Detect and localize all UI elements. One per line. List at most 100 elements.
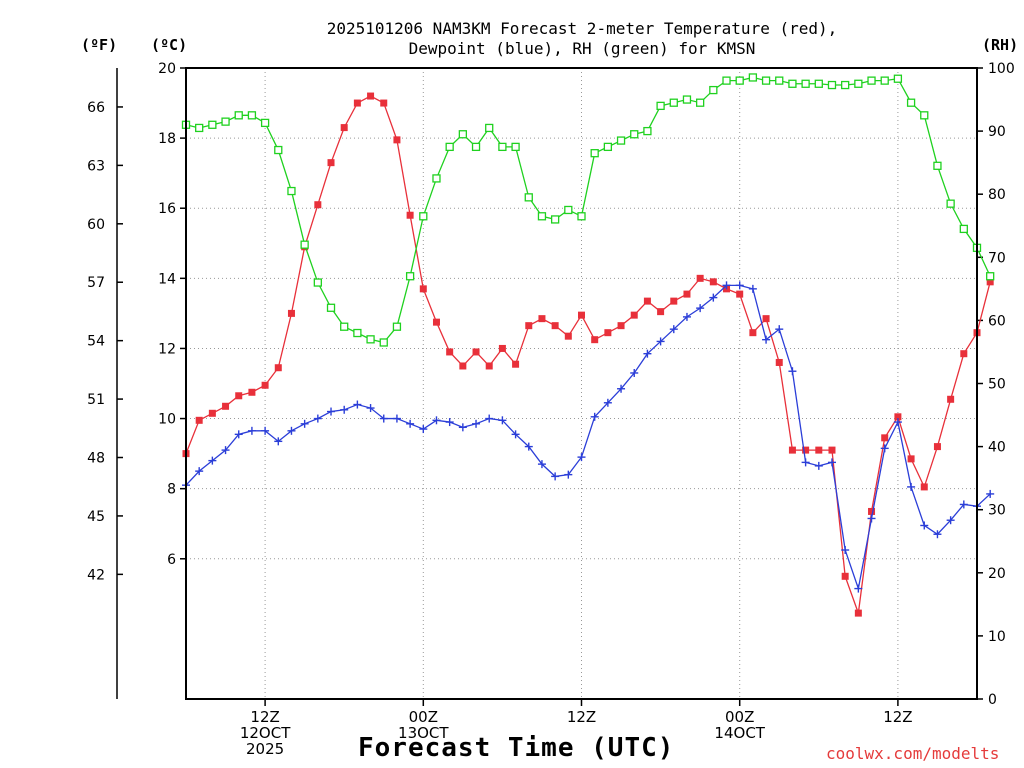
dewpoint-point — [801, 458, 810, 467]
temperature-point — [960, 350, 968, 358]
dewpoint-point — [577, 453, 586, 462]
temperature-point — [815, 446, 823, 454]
celsius-tick-label: 10 — [158, 412, 176, 428]
temperature-point — [340, 124, 348, 132]
temperature-point — [696, 274, 704, 282]
x-tick-label: 12Z — [250, 708, 279, 726]
x-tick-label: 00Z — [725, 708, 754, 726]
rh-tick-label: 60 — [988, 313, 1006, 329]
rh-unit-label: (RH) — [982, 36, 1019, 54]
temperature-point — [222, 402, 230, 410]
rh-point — [221, 117, 230, 126]
fahrenheit-tick-label: 66 — [87, 100, 105, 116]
rh-point — [867, 76, 876, 85]
dewpoint-point — [643, 349, 652, 358]
temperature-point — [802, 446, 810, 454]
rh-point — [630, 130, 639, 139]
dewpoint-point — [880, 444, 889, 453]
dewpoint-point — [340, 405, 349, 414]
dewpoint-point — [247, 426, 256, 435]
rh-point — [893, 74, 903, 83]
rh-tick-label: 100 — [988, 61, 1015, 77]
rh-tick-label: 40 — [988, 440, 1006, 456]
dewpoint-point — [564, 470, 573, 479]
rh-point — [920, 111, 929, 120]
dewpoint-point — [735, 281, 744, 290]
dewpoint-point — [603, 398, 612, 407]
x-axis-label: Forecast Time (UTC) — [358, 733, 675, 763]
temperature-point — [736, 290, 744, 298]
rh-point — [524, 193, 533, 202]
rh-tick-label: 90 — [988, 124, 1006, 140]
temperature-point — [868, 507, 876, 515]
credit-link[interactable]: coolwx.com/modelts — [826, 744, 1000, 763]
rh-point — [445, 142, 454, 152]
rh-tick-label: 20 — [988, 566, 1006, 582]
temperature-line — [185, 95, 991, 614]
rh-point — [485, 123, 494, 133]
temperature-point — [564, 332, 572, 340]
temperature-point — [367, 92, 375, 100]
rh-point — [405, 272, 415, 281]
rh-point — [419, 212, 428, 221]
rh-point — [775, 76, 784, 85]
dewpoint-point — [313, 414, 322, 423]
dewpoint-point — [419, 425, 428, 434]
temperature-point — [287, 309, 295, 317]
rh-point — [854, 79, 863, 88]
temperature-point — [446, 348, 454, 356]
rh-point — [274, 145, 283, 155]
dewpoint-point — [392, 414, 401, 423]
rh-point — [498, 142, 507, 152]
dewpoint-point — [775, 325, 784, 334]
dewpoint-point — [287, 426, 296, 435]
rh-point — [959, 224, 968, 234]
dewpoint-point — [221, 446, 230, 455]
rh-point — [788, 79, 797, 88]
temperature-point — [208, 409, 216, 417]
rh-point — [564, 205, 573, 215]
rh-point — [550, 215, 560, 224]
temperature-point — [920, 483, 928, 491]
dewpoint-point — [709, 293, 718, 302]
dewpoint-point — [208, 456, 217, 465]
celsius-tick-label: 6 — [167, 552, 176, 568]
temperature-point — [630, 311, 638, 319]
chart-title: 2025101206 NAM3KM Forecast 2-meter Tempe… — [326, 19, 838, 38]
rh-point — [696, 98, 705, 107]
dewpoint-point — [682, 312, 691, 321]
dewpoint-point — [353, 400, 362, 409]
rh-point — [340, 322, 349, 331]
dewpoint-point — [946, 516, 955, 525]
fahrenheit-tick-label: 48 — [87, 451, 105, 467]
temperature-point — [947, 395, 955, 403]
temperature-point — [604, 329, 612, 337]
temperature-point — [617, 322, 625, 330]
x-tick-label: 00Z — [409, 708, 438, 726]
dewpoint-point — [827, 458, 836, 467]
temperature-point — [406, 211, 414, 219]
dewpoint-point — [195, 467, 204, 476]
dewpoint-point — [696, 304, 705, 313]
temperature-point — [235, 392, 243, 400]
temperature-point — [261, 381, 269, 389]
rh-point — [669, 98, 678, 107]
x-tick-label: 12Z — [567, 708, 596, 726]
celsius-tick-label: 16 — [158, 201, 176, 217]
dewpoint-point — [261, 426, 270, 435]
temperature-point — [907, 455, 915, 463]
rh-point — [656, 101, 665, 111]
temperature-point — [248, 388, 256, 396]
dewpoint-point — [617, 384, 626, 393]
x-tick-label: 2025 — [246, 740, 284, 758]
celsius-unit-label: (ºC) — [151, 36, 188, 54]
rh-point — [735, 76, 744, 85]
rh-point — [392, 322, 402, 331]
fahrenheit-tick-label: 51 — [87, 392, 105, 408]
temperature-point — [933, 443, 941, 451]
x-tick-label: 14OCT — [714, 724, 765, 742]
dewpoint-point — [300, 419, 309, 428]
dewpoint-point — [630, 368, 639, 377]
dewpoint-point — [669, 325, 678, 334]
temperature-point — [670, 297, 678, 305]
